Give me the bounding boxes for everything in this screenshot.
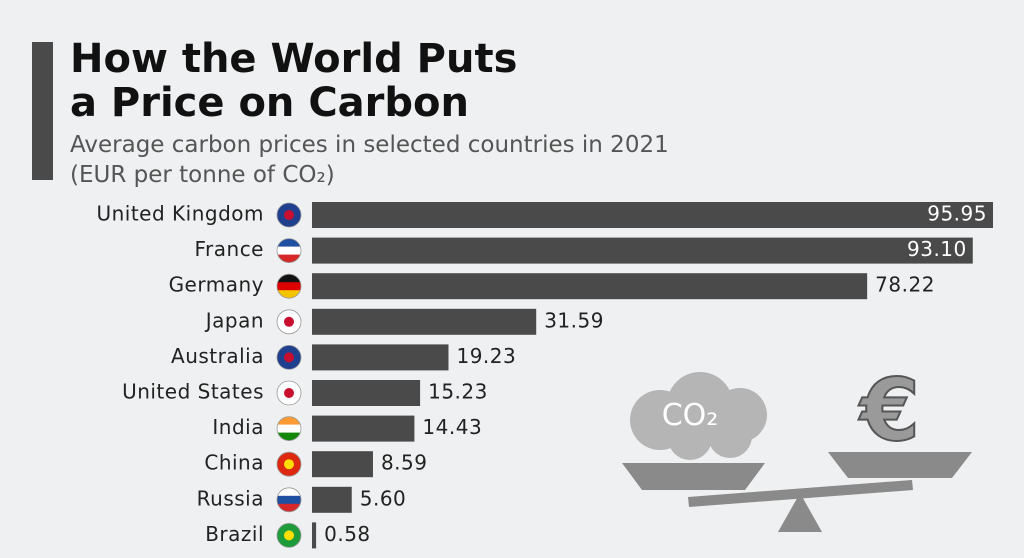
value-label: 14.43	[422, 415, 482, 439]
bar	[312, 486, 352, 513]
category-label: Australia	[171, 344, 264, 368]
chart-title: How the World Puts a Price on Carbon	[70, 36, 517, 126]
title-accent	[32, 42, 53, 180]
value-label: 31.59	[544, 308, 604, 332]
flag	[276, 451, 302, 477]
bar	[312, 344, 449, 371]
flag-ring	[276, 523, 302, 548]
cloud-label: CO₂	[662, 398, 719, 433]
flag	[276, 523, 302, 548]
flag-band	[277, 290, 301, 299]
chart-subtitle: Average carbon prices in selected countr…	[70, 132, 669, 188]
flag-ring	[276, 344, 302, 370]
flag	[276, 344, 302, 370]
value-label: 5.60	[360, 486, 407, 510]
flag-band	[277, 496, 301, 505]
value-label: 93.10	[907, 237, 967, 261]
flag-ring	[276, 309, 302, 335]
flag-ring	[276, 487, 302, 513]
flag-band	[277, 247, 301, 256]
bar	[312, 415, 415, 442]
flag-ring	[276, 416, 302, 442]
bar	[312, 451, 373, 478]
bar	[312, 522, 317, 549]
category-label: Russia	[197, 486, 264, 510]
value-label: 19.23	[456, 344, 516, 368]
bar	[312, 380, 421, 406]
flag-emblem	[284, 352, 294, 363]
flag-ring	[276, 451, 302, 477]
category-label: China	[204, 451, 264, 475]
flag	[276, 416, 302, 442]
flag	[276, 202, 302, 228]
flag-ring	[276, 238, 302, 264]
flag	[276, 487, 302, 513]
bar	[312, 273, 868, 300]
value-label: 0.58	[324, 522, 371, 546]
illustration: CO₂ €	[622, 360, 972, 532]
flag-band	[277, 433, 301, 442]
bar	[312, 237, 973, 264]
flag-band	[277, 417, 301, 426]
flag-emblem	[284, 388, 294, 398]
flag-emblem	[284, 316, 294, 327]
euro-symbol: €	[858, 361, 920, 461]
flag-emblem	[284, 530, 294, 541]
flag-ring	[276, 273, 302, 299]
flag-band	[277, 255, 301, 264]
flag-band	[277, 282, 301, 291]
value-label: 15.23	[428, 380, 488, 404]
bar	[312, 202, 993, 228]
bar	[312, 308, 537, 335]
flag	[276, 238, 302, 264]
flag	[276, 380, 302, 406]
flag-ring	[276, 202, 302, 228]
flag-ring	[276, 380, 302, 406]
category-label: Brazil	[205, 522, 264, 546]
value-label: 8.59	[381, 451, 428, 475]
category-label: United Kingdom	[96, 202, 264, 226]
flag-emblem	[284, 459, 294, 470]
flag-band	[277, 274, 301, 283]
flag-emblem	[284, 210, 294, 220]
category-label: Japan	[204, 308, 264, 332]
flag-band	[277, 488, 301, 497]
category-label: France	[194, 237, 264, 261]
flag	[276, 273, 302, 299]
category-label: United States	[122, 380, 264, 404]
value-label: 95.95	[927, 202, 987, 226]
flag-band	[277, 504, 301, 513]
flag-band	[277, 239, 301, 248]
category-label: Germany	[169, 273, 264, 297]
flag-band	[277, 425, 301, 434]
category-label: India	[212, 415, 264, 439]
flag	[276, 309, 302, 335]
value-label: 78.22	[875, 273, 935, 297]
